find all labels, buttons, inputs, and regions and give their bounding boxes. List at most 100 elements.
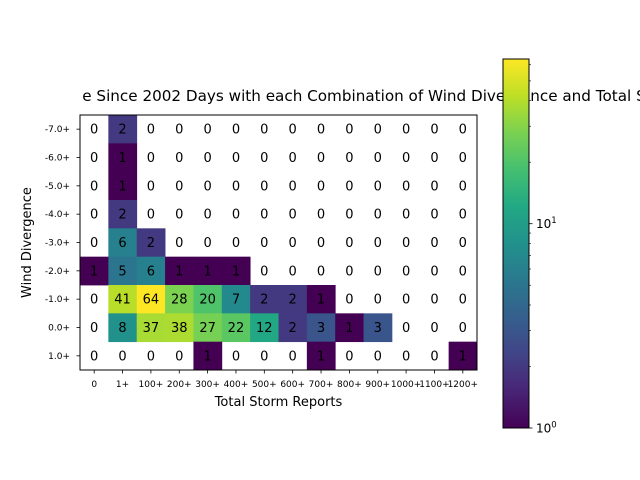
- cell-value-label: 0: [260, 208, 268, 223]
- cell-value-label: 0: [402, 236, 410, 251]
- cell-value-label: 0: [345, 179, 353, 194]
- cell-value-label: 0: [374, 123, 382, 138]
- cell-value-label: 0: [147, 179, 155, 194]
- cell-value-label: 64: [143, 293, 160, 308]
- cell-value-label: 3: [374, 321, 382, 336]
- heatmap-cell: [278, 285, 308, 314]
- heatmap-cell: [193, 256, 223, 286]
- cell-value-label: 5: [118, 264, 126, 279]
- cell-value-label: 20: [199, 293, 216, 308]
- cell-value-label: 0: [345, 151, 353, 166]
- cell-value-label: 0: [289, 349, 297, 364]
- cell-value-label: 0: [260, 236, 268, 251]
- cell-value-label: 0: [430, 293, 438, 308]
- cell-value-label: 22: [228, 321, 245, 336]
- cell-value-label: 0: [430, 321, 438, 336]
- cell-value-label: 0: [203, 236, 211, 251]
- cell-value-label: 0: [374, 264, 382, 279]
- cell-value-label: 0: [374, 349, 382, 364]
- cell-value-label: 0: [317, 123, 325, 138]
- cell-value-label: 0: [90, 151, 98, 166]
- cell-value-label: 0: [317, 151, 325, 166]
- cell-value-label: 0: [232, 179, 240, 194]
- heatmap-cell: [108, 143, 138, 173]
- heatmap-cell: [306, 313, 336, 343]
- cell-value-label: 0: [459, 208, 467, 223]
- heatmap-cell: [108, 115, 138, 144]
- heatmap-cell: [108, 171, 138, 201]
- cell-value-label: 0: [374, 151, 382, 166]
- cell-value-label: 3: [317, 321, 325, 336]
- cell-value-label: 6: [147, 264, 155, 279]
- cell-value-label: 2: [118, 208, 126, 223]
- cell-value-label: 0: [402, 264, 410, 279]
- cell-value-label: 0: [430, 208, 438, 223]
- cell-value-label: 0: [203, 123, 211, 138]
- cell-value-label: 6: [118, 236, 126, 251]
- cell-value-label: 0: [317, 264, 325, 279]
- heatmap-cell: [165, 313, 194, 343]
- cell-value-label: 0: [232, 208, 240, 223]
- cell-value-label: 0: [402, 321, 410, 336]
- cell-value-label: 0: [430, 151, 438, 166]
- cell-value-label: 2: [147, 236, 155, 251]
- cell-value-label: 0: [289, 236, 297, 251]
- x-tick-label: 900+: [365, 380, 390, 390]
- heatmap-cell: [221, 285, 251, 314]
- heatmap-cell: [306, 285, 336, 314]
- colorbar-tick-label: 100: [536, 421, 557, 436]
- heatmap-cell: [136, 256, 166, 286]
- heatmap-cell: [335, 313, 364, 343]
- heatmap-cell: [108, 313, 138, 343]
- x-tick-label: 500+: [252, 380, 277, 390]
- cell-value-label: 0: [317, 208, 325, 223]
- cell-value-label: 0: [175, 179, 183, 194]
- cell-value-label: 0: [402, 293, 410, 308]
- cell-value-label: 2: [289, 293, 297, 308]
- cell-value-label: 0: [374, 179, 382, 194]
- cell-value-label: 0: [147, 123, 155, 138]
- cell-value-label: 1: [317, 349, 325, 364]
- cell-value-label: 0: [203, 179, 211, 194]
- cell-value-label: 0: [232, 349, 240, 364]
- cell-value-label: 0: [90, 293, 98, 308]
- cell-value-label: 0: [459, 123, 467, 138]
- heatmap-cell: [165, 285, 194, 314]
- cell-value-label: 0: [175, 349, 183, 364]
- cell-value-label: 0: [374, 236, 382, 251]
- y-axis-ticks: -7.0+ -6.0+ -5.0+ -4.0+ -3.0+ -2.0+ -1.0+ 0.0+ 1…: [45, 125, 80, 362]
- heatmap-cell: [193, 341, 223, 371]
- cell-value-label: 0: [90, 123, 98, 138]
- colorbar-bar: [502, 58, 530, 429]
- cell-value-label: 41: [114, 293, 131, 308]
- cell-value-label: 0: [430, 264, 438, 279]
- cell-value-label: 0: [402, 123, 410, 138]
- cell-value-label: 0: [90, 236, 98, 251]
- cell-value-label: 0: [345, 236, 353, 251]
- cell-value-label: 0: [317, 179, 325, 194]
- cell-value-label: 0: [289, 151, 297, 166]
- colorbar-ticks: 100 101: [529, 64, 557, 436]
- colorbar: 100 101: [502, 58, 557, 436]
- cell-value-label: 0: [90, 208, 98, 223]
- heatmap-cell: [448, 341, 478, 371]
- x-tick-label: 600+: [280, 380, 305, 390]
- cell-value-label: 1: [118, 151, 126, 166]
- cell-value-label: 0: [430, 123, 438, 138]
- cell-value-label: 1: [459, 349, 467, 364]
- cell-value-label: 8: [118, 321, 126, 336]
- cell-value-label: 0: [175, 208, 183, 223]
- y-tick-label: -4.0+: [45, 210, 70, 220]
- cell-value-label: 0: [402, 151, 410, 166]
- cell-value-label: 0: [345, 349, 353, 364]
- cell-value-label: 0: [317, 236, 325, 251]
- cell-value-label: 0: [175, 151, 183, 166]
- heatmap-cell: [306, 341, 336, 371]
- x-axis-label: Total Storm Reports: [214, 395, 343, 410]
- cell-value-label: 0: [345, 208, 353, 223]
- heatmap-cell: [250, 313, 279, 343]
- cell-value-label: 0: [147, 349, 155, 364]
- cell-value-label: 2: [289, 321, 297, 336]
- cell-value-label: 0: [430, 179, 438, 194]
